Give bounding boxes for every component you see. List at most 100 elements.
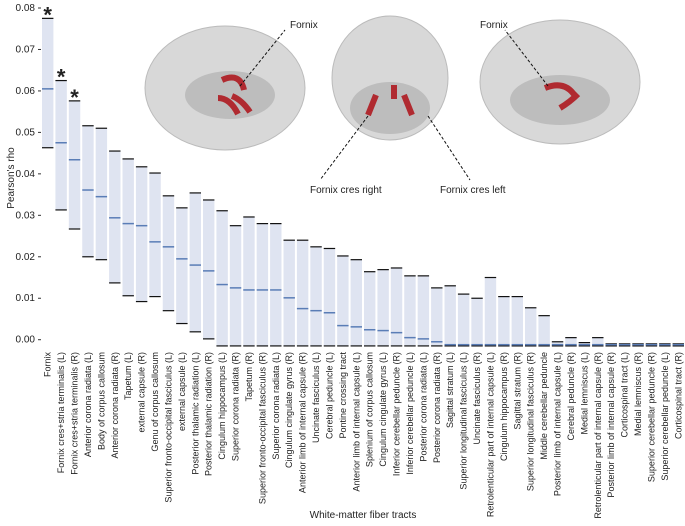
leader bbox=[319, 115, 369, 181]
x-tick-label: Fornix cres+stria terminalis (R) bbox=[70, 352, 80, 475]
x-tick-label: external capsule (R) bbox=[137, 352, 147, 433]
brain-inner bbox=[185, 71, 275, 119]
range-bar bbox=[256, 223, 269, 346]
range-bar bbox=[189, 192, 201, 332]
x-tick-label: Superior longitudinal fasciculus (L) bbox=[459, 352, 469, 490]
x-tick-label: Retrolenticular part of internal capsule… bbox=[593, 352, 603, 519]
x-tick-label: Tapetum (R) bbox=[244, 352, 254, 402]
range-bar bbox=[323, 248, 336, 346]
range-bar bbox=[42, 18, 54, 148]
x-tick-label: Cingulum hippocampus (L) bbox=[217, 352, 227, 460]
range-bar bbox=[471, 298, 483, 346]
brain-inner bbox=[510, 75, 610, 125]
range-bar bbox=[350, 259, 362, 346]
x-tick-label: Superior corona radiata (R) bbox=[231, 352, 241, 461]
x-tick-label: Medial lemniscus (L) bbox=[579, 352, 589, 435]
range-bar bbox=[162, 195, 175, 311]
x-axis-label: White-matter fiber tracts bbox=[310, 510, 417, 521]
range-bar bbox=[525, 307, 537, 346]
x-tick-label: Pontine crossing tract bbox=[338, 352, 348, 439]
significance-label: * bbox=[57, 65, 66, 90]
annotation: Fornix bbox=[480, 20, 508, 31]
range-bar bbox=[109, 151, 121, 283]
x-tick-label: Uncinate fasciculus (R) bbox=[472, 352, 482, 445]
x-tick-label: Retrolenticular part of internal capsule… bbox=[485, 352, 495, 517]
x-tick-label: Cingulum cingulate gyrus (L) bbox=[378, 352, 388, 467]
x-tick-label: Corticospinal tract (R) bbox=[673, 352, 683, 439]
range-bar bbox=[310, 246, 322, 346]
x-tick-label: Posterior corona radiata (R) bbox=[432, 352, 442, 463]
x-tick-label: Inferior cerebellar peduncle (R) bbox=[392, 352, 402, 476]
range-bar bbox=[417, 275, 430, 346]
fornix-shape bbox=[217, 74, 253, 116]
range-bar bbox=[377, 269, 389, 346]
x-tick-label: Anterior limb of internal capsule (L) bbox=[351, 352, 361, 492]
range-bar bbox=[229, 225, 242, 346]
fornix-shape bbox=[365, 85, 415, 117]
range-bar bbox=[122, 158, 134, 296]
x-tick-label: Uncinate fasciculus (L) bbox=[311, 352, 321, 443]
x-tick-label: Posterior corona radiata (L) bbox=[418, 352, 428, 462]
range-bar bbox=[176, 207, 188, 324]
range-bar bbox=[135, 166, 148, 302]
x-tick-label: Superior fronto-occipital fasciculus (R) bbox=[257, 352, 267, 504]
range-bar bbox=[511, 296, 523, 346]
significance-label: * bbox=[70, 85, 79, 110]
range-bar bbox=[592, 337, 604, 346]
range-bar bbox=[216, 210, 228, 346]
y-tick-label: 0.08 bbox=[16, 3, 36, 14]
annotation: Fornix cres left bbox=[440, 185, 506, 196]
range-bar bbox=[538, 315, 550, 346]
x-tick-label: Superior corona radiata (L) bbox=[271, 352, 281, 460]
range-bar bbox=[404, 275, 416, 346]
y-tick-label: 0.00 bbox=[16, 335, 36, 346]
range-bar bbox=[270, 223, 282, 346]
range-bar bbox=[149, 173, 161, 297]
y-tick-label: 0.04 bbox=[16, 169, 36, 180]
x-tick-label: Medial lemniscus (R) bbox=[633, 352, 643, 436]
x-tick-label: Sagittal stratum (R) bbox=[512, 352, 522, 430]
x-tick-label: Posterior limb of internal capsule (R) bbox=[606, 352, 616, 498]
x-tick-label: external capsule (L) bbox=[177, 352, 187, 431]
range-bar bbox=[431, 287, 443, 346]
x-tick-label: Fornix cres+stria terminalis (L) bbox=[56, 352, 66, 473]
x-tick-label: Tapetum (L) bbox=[123, 352, 133, 400]
range-bar bbox=[243, 216, 255, 346]
annotation: Fornix cres right bbox=[310, 185, 382, 196]
fornix-shape bbox=[543, 82, 581, 111]
y-tick-label: 0.06 bbox=[16, 86, 36, 97]
range-bar bbox=[390, 267, 403, 346]
range-bar bbox=[484, 277, 497, 346]
range-bar bbox=[203, 199, 215, 339]
range-bar bbox=[551, 341, 564, 346]
range-bar bbox=[457, 294, 470, 346]
x-tick-label: Middle cerebellar peduncle bbox=[539, 352, 549, 460]
y-tick-label: 0.01 bbox=[16, 293, 36, 304]
range-bar bbox=[55, 80, 67, 210]
x-tick-label: Genu of corpus callosum bbox=[150, 352, 160, 452]
x-tick-label: Anterior limb of internal capsule (R) bbox=[298, 352, 308, 493]
x-tick-label: Inferior cerebellar peduncle (L) bbox=[405, 352, 415, 475]
x-tick-label: Anterior corona radiata (L) bbox=[83, 352, 93, 457]
x-tick-label: Cerebral peduncle (R) bbox=[566, 352, 576, 441]
x-tick-label: Posterior thalamic radiation (R) bbox=[204, 352, 214, 476]
x-tick-label: Posterior limb of internal capsule (L) bbox=[553, 352, 563, 496]
x-tick-label: Superior cerebellar peduncle (L) bbox=[660, 352, 670, 481]
range-bar bbox=[296, 240, 309, 346]
x-tick-label: Splenium of corpus callosum bbox=[365, 352, 375, 467]
x-tick-label: Corticospinal tract (L) bbox=[620, 352, 630, 438]
brain-inner bbox=[350, 82, 430, 134]
range-bar bbox=[68, 100, 81, 229]
annotation: Fornix bbox=[290, 20, 318, 31]
x-tick-label: Fornix bbox=[43, 352, 53, 378]
x-tick-label: Cerebral peduncle (L) bbox=[324, 352, 334, 439]
range-bar bbox=[498, 296, 510, 346]
x-tick-label: Body of corpus callosum bbox=[96, 352, 106, 450]
x-tick-label: Cingulum hippocampus (R) bbox=[499, 352, 509, 461]
y-tick-label: 0.03 bbox=[16, 210, 36, 221]
x-tick-label: Anterior corona radiata (R) bbox=[110, 352, 120, 459]
y-axis-label: Pearson's rho bbox=[6, 147, 17, 209]
range-bar bbox=[337, 255, 349, 346]
range-bar bbox=[565, 337, 577, 346]
